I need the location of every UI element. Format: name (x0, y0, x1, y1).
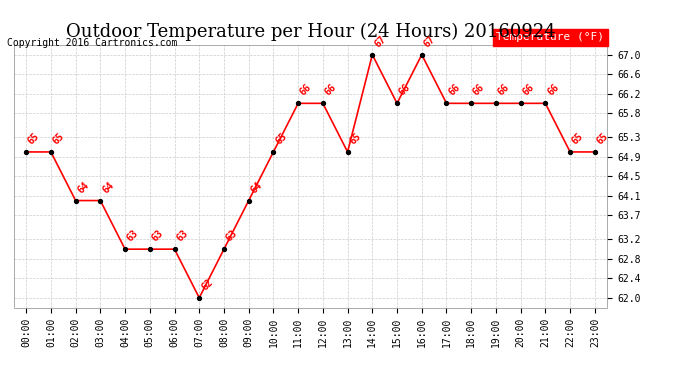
Text: 65: 65 (273, 131, 289, 146)
Text: 66: 66 (521, 82, 536, 98)
Point (293, 100, 304, 106)
Point (169, 246, 180, 252)
Text: 67: 67 (422, 34, 437, 49)
Point (466, 100, 477, 106)
Point (21, 149, 32, 155)
Text: 66: 66 (496, 82, 511, 98)
Text: 66: 66 (545, 82, 561, 98)
Text: Temperature (°F): Temperature (°F) (496, 32, 604, 42)
Point (70, 198, 81, 204)
Text: 64: 64 (248, 180, 264, 195)
Point (243, 198, 254, 204)
Point (367, 52, 378, 58)
Point (416, 52, 427, 58)
Text: 65: 65 (348, 131, 363, 146)
Text: 62: 62 (199, 277, 215, 292)
Point (491, 100, 502, 106)
Point (119, 246, 130, 252)
Point (46, 149, 57, 155)
Text: 65: 65 (570, 131, 586, 146)
Text: 66: 66 (298, 82, 313, 98)
Text: 63: 63 (175, 228, 190, 244)
Point (515, 100, 526, 106)
Point (540, 100, 551, 106)
Text: 66: 66 (323, 82, 338, 98)
Text: 66: 66 (446, 82, 462, 98)
Point (219, 246, 230, 252)
Text: 66: 66 (397, 82, 413, 98)
Point (268, 149, 279, 155)
Point (441, 100, 452, 106)
Text: 64: 64 (76, 180, 91, 195)
Text: 65: 65 (26, 131, 41, 146)
Point (144, 246, 155, 252)
Text: 65: 65 (51, 131, 66, 146)
Point (194, 295, 205, 301)
Point (589, 149, 600, 155)
Point (95, 198, 106, 204)
Text: 63: 63 (224, 228, 239, 244)
Title: Outdoor Temperature per Hour (24 Hours) 20160924: Outdoor Temperature per Hour (24 Hours) … (66, 22, 555, 40)
Point (391, 100, 402, 106)
Text: 64: 64 (100, 180, 116, 195)
Text: 66: 66 (471, 82, 486, 98)
Text: 63: 63 (125, 228, 141, 244)
Point (317, 100, 328, 106)
Point (564, 149, 575, 155)
Text: 67: 67 (373, 34, 388, 49)
Point (342, 149, 353, 155)
Text: Copyright 2016 Cartronics.com: Copyright 2016 Cartronics.com (7, 38, 177, 48)
Text: 65: 65 (595, 131, 610, 146)
Text: 63: 63 (150, 228, 165, 244)
